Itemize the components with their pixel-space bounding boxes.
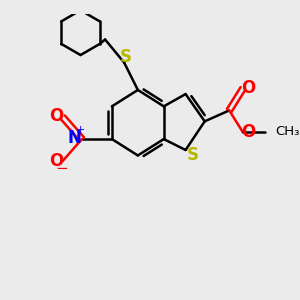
Text: O: O: [241, 123, 255, 141]
Text: CH₃: CH₃: [275, 125, 299, 138]
Text: S: S: [119, 48, 131, 66]
Text: O: O: [241, 79, 255, 97]
Text: O: O: [49, 107, 63, 125]
Text: S: S: [186, 146, 198, 164]
Text: +: +: [76, 125, 85, 135]
Text: O: O: [49, 152, 63, 170]
Text: N: N: [67, 129, 81, 147]
Text: −: −: [55, 161, 68, 176]
